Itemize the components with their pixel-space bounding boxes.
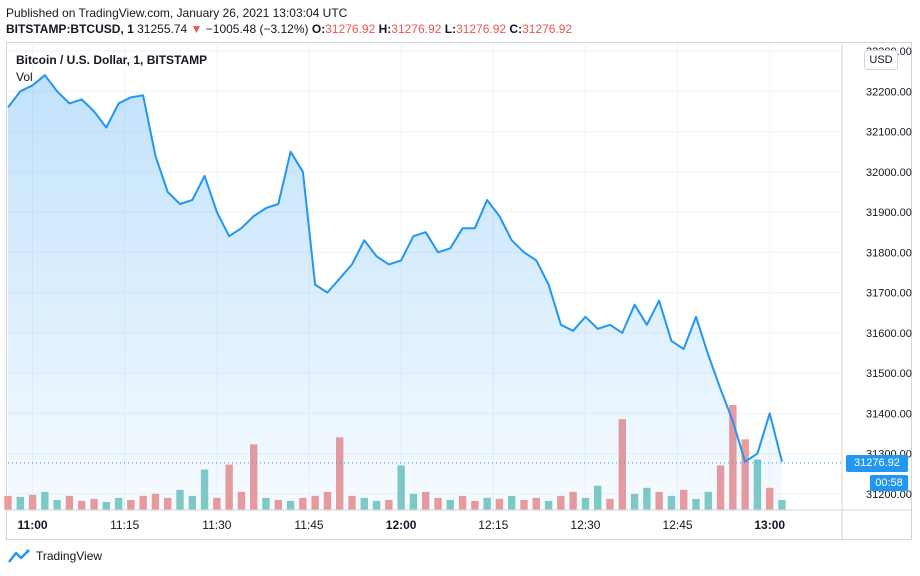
x-tick-label: 12:00	[386, 518, 417, 532]
low-value: 31276.92	[456, 22, 507, 36]
close-label: C:	[509, 22, 523, 36]
high-value: 31276.92	[391, 22, 442, 36]
last-price-tag: 31276.92	[846, 455, 908, 472]
published-line: Published on TradingView.com, January 26…	[6, 6, 348, 20]
close-value: 31276.92	[522, 22, 573, 36]
tradingview-logo-icon	[8, 549, 30, 563]
y-tick-label: 31500.00	[866, 368, 912, 380]
x-tick-label: 11:45	[294, 518, 323, 532]
x-tick-label: 12:45	[663, 518, 693, 532]
y-tick-label: 31200.00	[866, 489, 912, 501]
time-axis[interactable]: 11:00 11:15 11:30 11:45 12:00 12:15 12:30 12:45…	[6, 509, 912, 532]
y-tick-label: 31900.00	[866, 207, 912, 219]
y-tick-label: 32000.00	[866, 167, 912, 179]
y-tick-label: 31800.00	[866, 247, 912, 259]
y-tick-label: 31700.00	[866, 288, 912, 300]
x-tick-label: 12:15	[478, 518, 508, 532]
legend-vol: Vol	[16, 70, 33, 84]
brand-label: TradingView	[36, 549, 103, 563]
countdown-tag: 00:58	[870, 475, 908, 491]
y-tick-label: 31600.00	[866, 328, 912, 340]
change-value: −1005.48 (−3.12%)	[205, 22, 309, 36]
chart-frame	[6, 42, 912, 540]
x-tick-label: 11:00	[18, 518, 48, 532]
x-tick-label: 11:15	[110, 518, 139, 532]
price-line	[7, 74, 783, 463]
symbol-ohlc-line: BITSTAMP:BTCUSD, 1 31255.74 ▼ −1005.48 (…	[6, 22, 572, 36]
open-value: 31276.92	[325, 22, 376, 36]
symbol-name: BITSTAMP:BTCUSD, 1	[6, 22, 134, 36]
y-tick-label: 32200.00	[866, 86, 912, 98]
price-area	[7, 74, 842, 510]
low-label: L:	[444, 22, 457, 36]
down-arrow-icon: ▼	[190, 22, 203, 36]
y-tick-label: 31400.00	[866, 408, 912, 420]
x-tick-label: 12:30	[570, 518, 600, 532]
tradingview-brand[interactable]: TradingView	[8, 549, 102, 563]
high-label: H:	[378, 22, 392, 36]
last-value: 31255.74	[137, 22, 188, 36]
x-tick-label: 11:30	[202, 518, 231, 532]
open-label: O:	[311, 22, 326, 36]
currency-button[interactable]: USD	[864, 50, 898, 70]
x-tick-label: 13:00	[754, 518, 785, 532]
y-tick-label: 32100.00	[866, 127, 912, 139]
legend-title: Bitcoin / U.S. Dollar, 1, BITSTAMP	[16, 53, 208, 67]
